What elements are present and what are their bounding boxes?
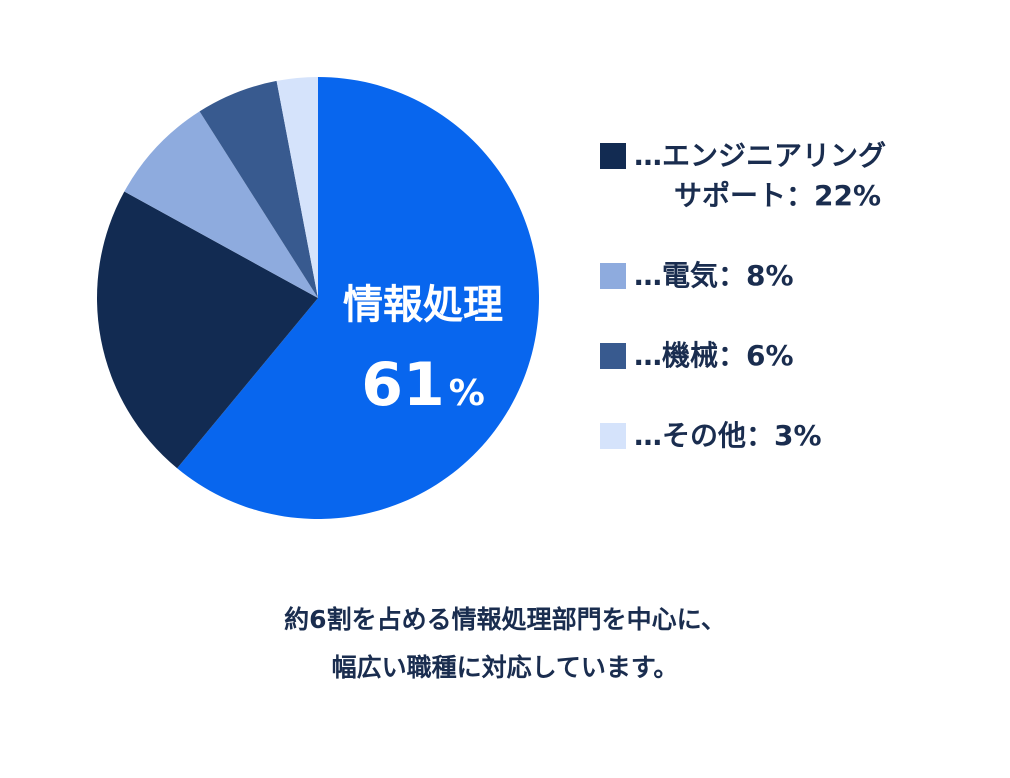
legend-label: …エンジニアリング サポート：22% xyxy=(634,136,886,216)
callout-label: 情報処理 xyxy=(343,282,503,328)
legend-item-other: …その他：3% xyxy=(600,416,1000,456)
pie-slice-2 xyxy=(124,111,318,299)
legend-label: …電気：8% xyxy=(634,259,794,292)
pie-slice-0 xyxy=(177,77,540,519)
caption-line-2: 幅広い職種に対応しています。 xyxy=(331,653,679,682)
legend-label: …機械：6% xyxy=(634,339,794,372)
caption: 約6割を占める情報処理部門を中心に、 幅広い職種に対応しています。 xyxy=(0,596,1010,692)
legend-swatch xyxy=(600,423,626,449)
pie-slice-1 xyxy=(97,191,319,469)
legend-swatch xyxy=(600,263,626,289)
legend-label-line2: サポート：22% xyxy=(674,179,882,212)
legend-swatch xyxy=(600,343,626,369)
callout-value: 61% xyxy=(361,350,485,420)
caption-line-1: 約6割を占める情報処理部門を中心に、 xyxy=(284,605,726,634)
legend-label-line1: …エンジニアリング xyxy=(634,139,887,172)
callout-unit: % xyxy=(449,373,485,414)
legend-swatch xyxy=(600,143,626,169)
legend-item-electrical: …電気：8% xyxy=(600,256,1000,296)
pie-slice-3 xyxy=(199,80,318,298)
pie-slice-4 xyxy=(276,77,318,298)
callout-number: 61 xyxy=(361,350,445,420)
legend-item-engineering-support: …エンジニアリング サポート：22% xyxy=(600,136,1000,216)
legend-item-mechanical: …機械：6% xyxy=(600,336,1000,376)
legend: …エンジニアリング サポート：22% …電気：8% …機械：6% …その他：3% xyxy=(600,136,1000,456)
legend-label: …その他：3% xyxy=(634,419,822,452)
